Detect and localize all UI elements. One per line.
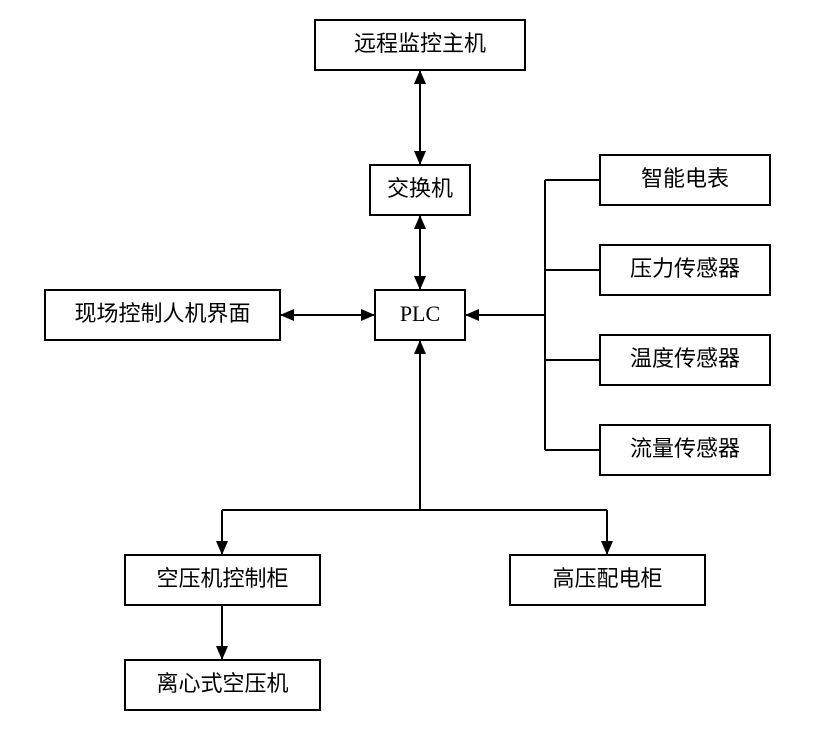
node-label: 离心式空压机 — [156, 671, 288, 696]
node-hv_cabinet: 高压配电柜 — [510, 555, 705, 605]
node-smart_meter: 智能电表 — [600, 155, 770, 205]
node-pressure: 压力传感器 — [600, 245, 770, 295]
arrowhead — [216, 646, 228, 660]
arrowhead — [216, 541, 228, 555]
arrowhead — [414, 70, 426, 84]
node-flow: 流量传感器 — [600, 425, 770, 475]
arrowhead — [414, 151, 426, 165]
node-remote_host: 远程监控主机 — [315, 20, 525, 70]
node-compressor_cab: 空压机控制柜 — [125, 555, 320, 605]
arrowhead — [414, 215, 426, 229]
node-label: 现场控制人机界面 — [74, 301, 250, 326]
arrowhead — [280, 309, 294, 321]
node-hmi: 现场控制人机界面 — [45, 290, 280, 340]
node-plc: PLC — [375, 290, 465, 340]
node-label: 智能电表 — [641, 166, 729, 191]
arrowhead — [601, 541, 613, 555]
node-switch: 交换机 — [370, 165, 470, 215]
node-label: 远程监控主机 — [354, 31, 486, 56]
arrowhead — [361, 309, 375, 321]
node-label: 高压配电柜 — [552, 566, 662, 591]
node-label: 流量传感器 — [630, 436, 740, 461]
node-temperature: 温度传感器 — [600, 335, 770, 385]
node-label: PLC — [400, 301, 440, 326]
node-label: 交换机 — [387, 176, 453, 201]
arrowhead — [414, 276, 426, 290]
arrowhead — [414, 340, 426, 354]
node-label: 空压机控制柜 — [156, 566, 288, 591]
node-centrifugal: 离心式空压机 — [125, 660, 320, 710]
node-label: 压力传感器 — [630, 256, 740, 281]
arrowhead — [465, 309, 479, 321]
node-label: 温度传感器 — [630, 346, 740, 371]
